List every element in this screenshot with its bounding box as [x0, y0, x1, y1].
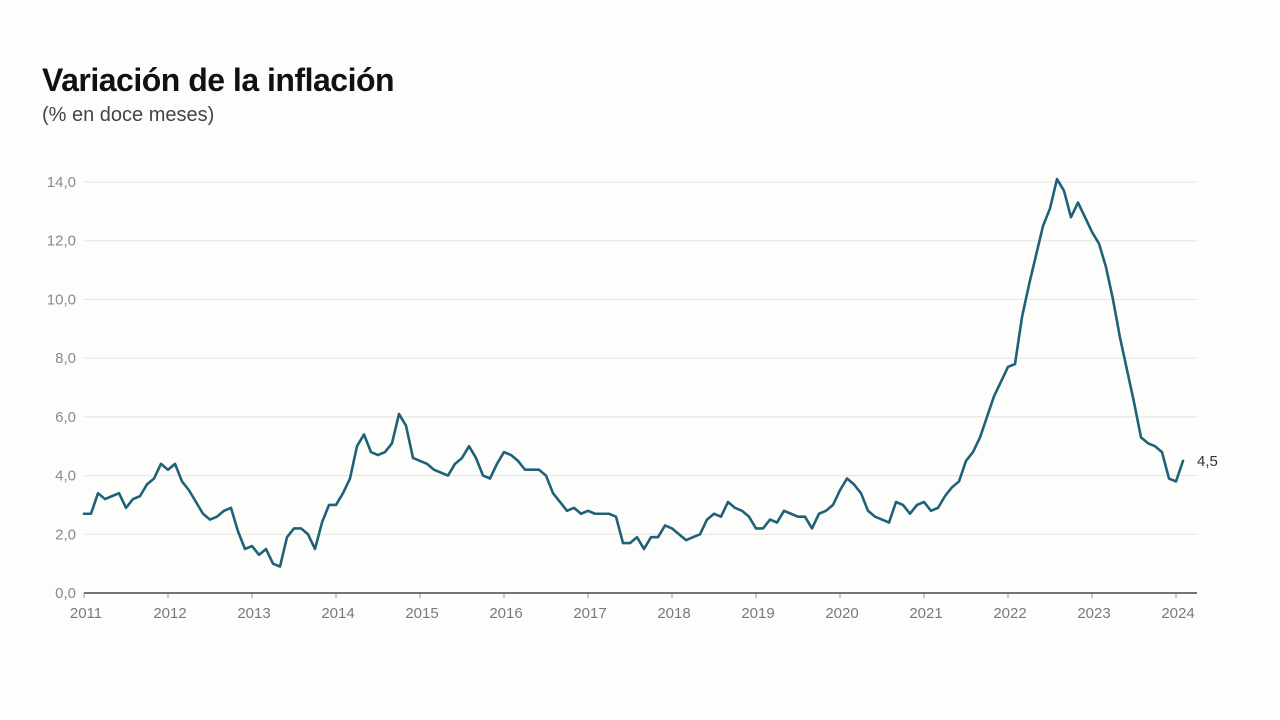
y-tick-label: 10,0	[47, 291, 76, 308]
y-tick-label: 14,0	[47, 174, 76, 191]
y-tick-label: 12,0	[47, 233, 76, 250]
chart-title: Variación de la inflación	[42, 62, 395, 98]
y-tick-label: 0,0	[55, 585, 76, 602]
series-end-label: 4,5	[1197, 453, 1218, 470]
x-tick-label: 2023	[1077, 605, 1110, 622]
x-tick-label: 2014	[321, 605, 354, 622]
y-tick-label: 6,0	[55, 409, 76, 426]
y-tick-label: 2,0	[55, 526, 76, 543]
x-tick-label: 2016	[489, 605, 522, 622]
chart-subtitle: (% en doce meses)	[42, 104, 215, 126]
y-tick-label: 8,0	[55, 350, 76, 367]
x-tick-label: 2021	[909, 605, 942, 622]
x-tick-label: 2011	[70, 605, 102, 622]
x-tick-label: 2012	[153, 605, 186, 622]
series-line-inflation	[82, 177, 1185, 568]
x-tick-label: 2020	[825, 605, 858, 622]
x-tick-label: 2015	[405, 605, 438, 622]
x-tick-label: 2018	[657, 605, 690, 622]
x-tick-label: 2019	[741, 605, 774, 622]
x-axis-ticks: 2011 2012 2013 2014 2015 2016 2017 2018 2019 2020…	[70, 593, 1195, 622]
x-tick-label: 2017	[573, 605, 606, 622]
x-tick-label: 2024	[1161, 605, 1194, 622]
x-tick-label: 2022	[993, 605, 1026, 622]
y-axis-ticks: 0,0 2,0 4,0 6,0 8,0 10,0 12,0 14,0	[47, 174, 76, 602]
x-tick-label: 2013	[237, 605, 270, 622]
y-tick-label: 4,0	[55, 468, 76, 485]
grid-lines	[84, 181, 1197, 535]
